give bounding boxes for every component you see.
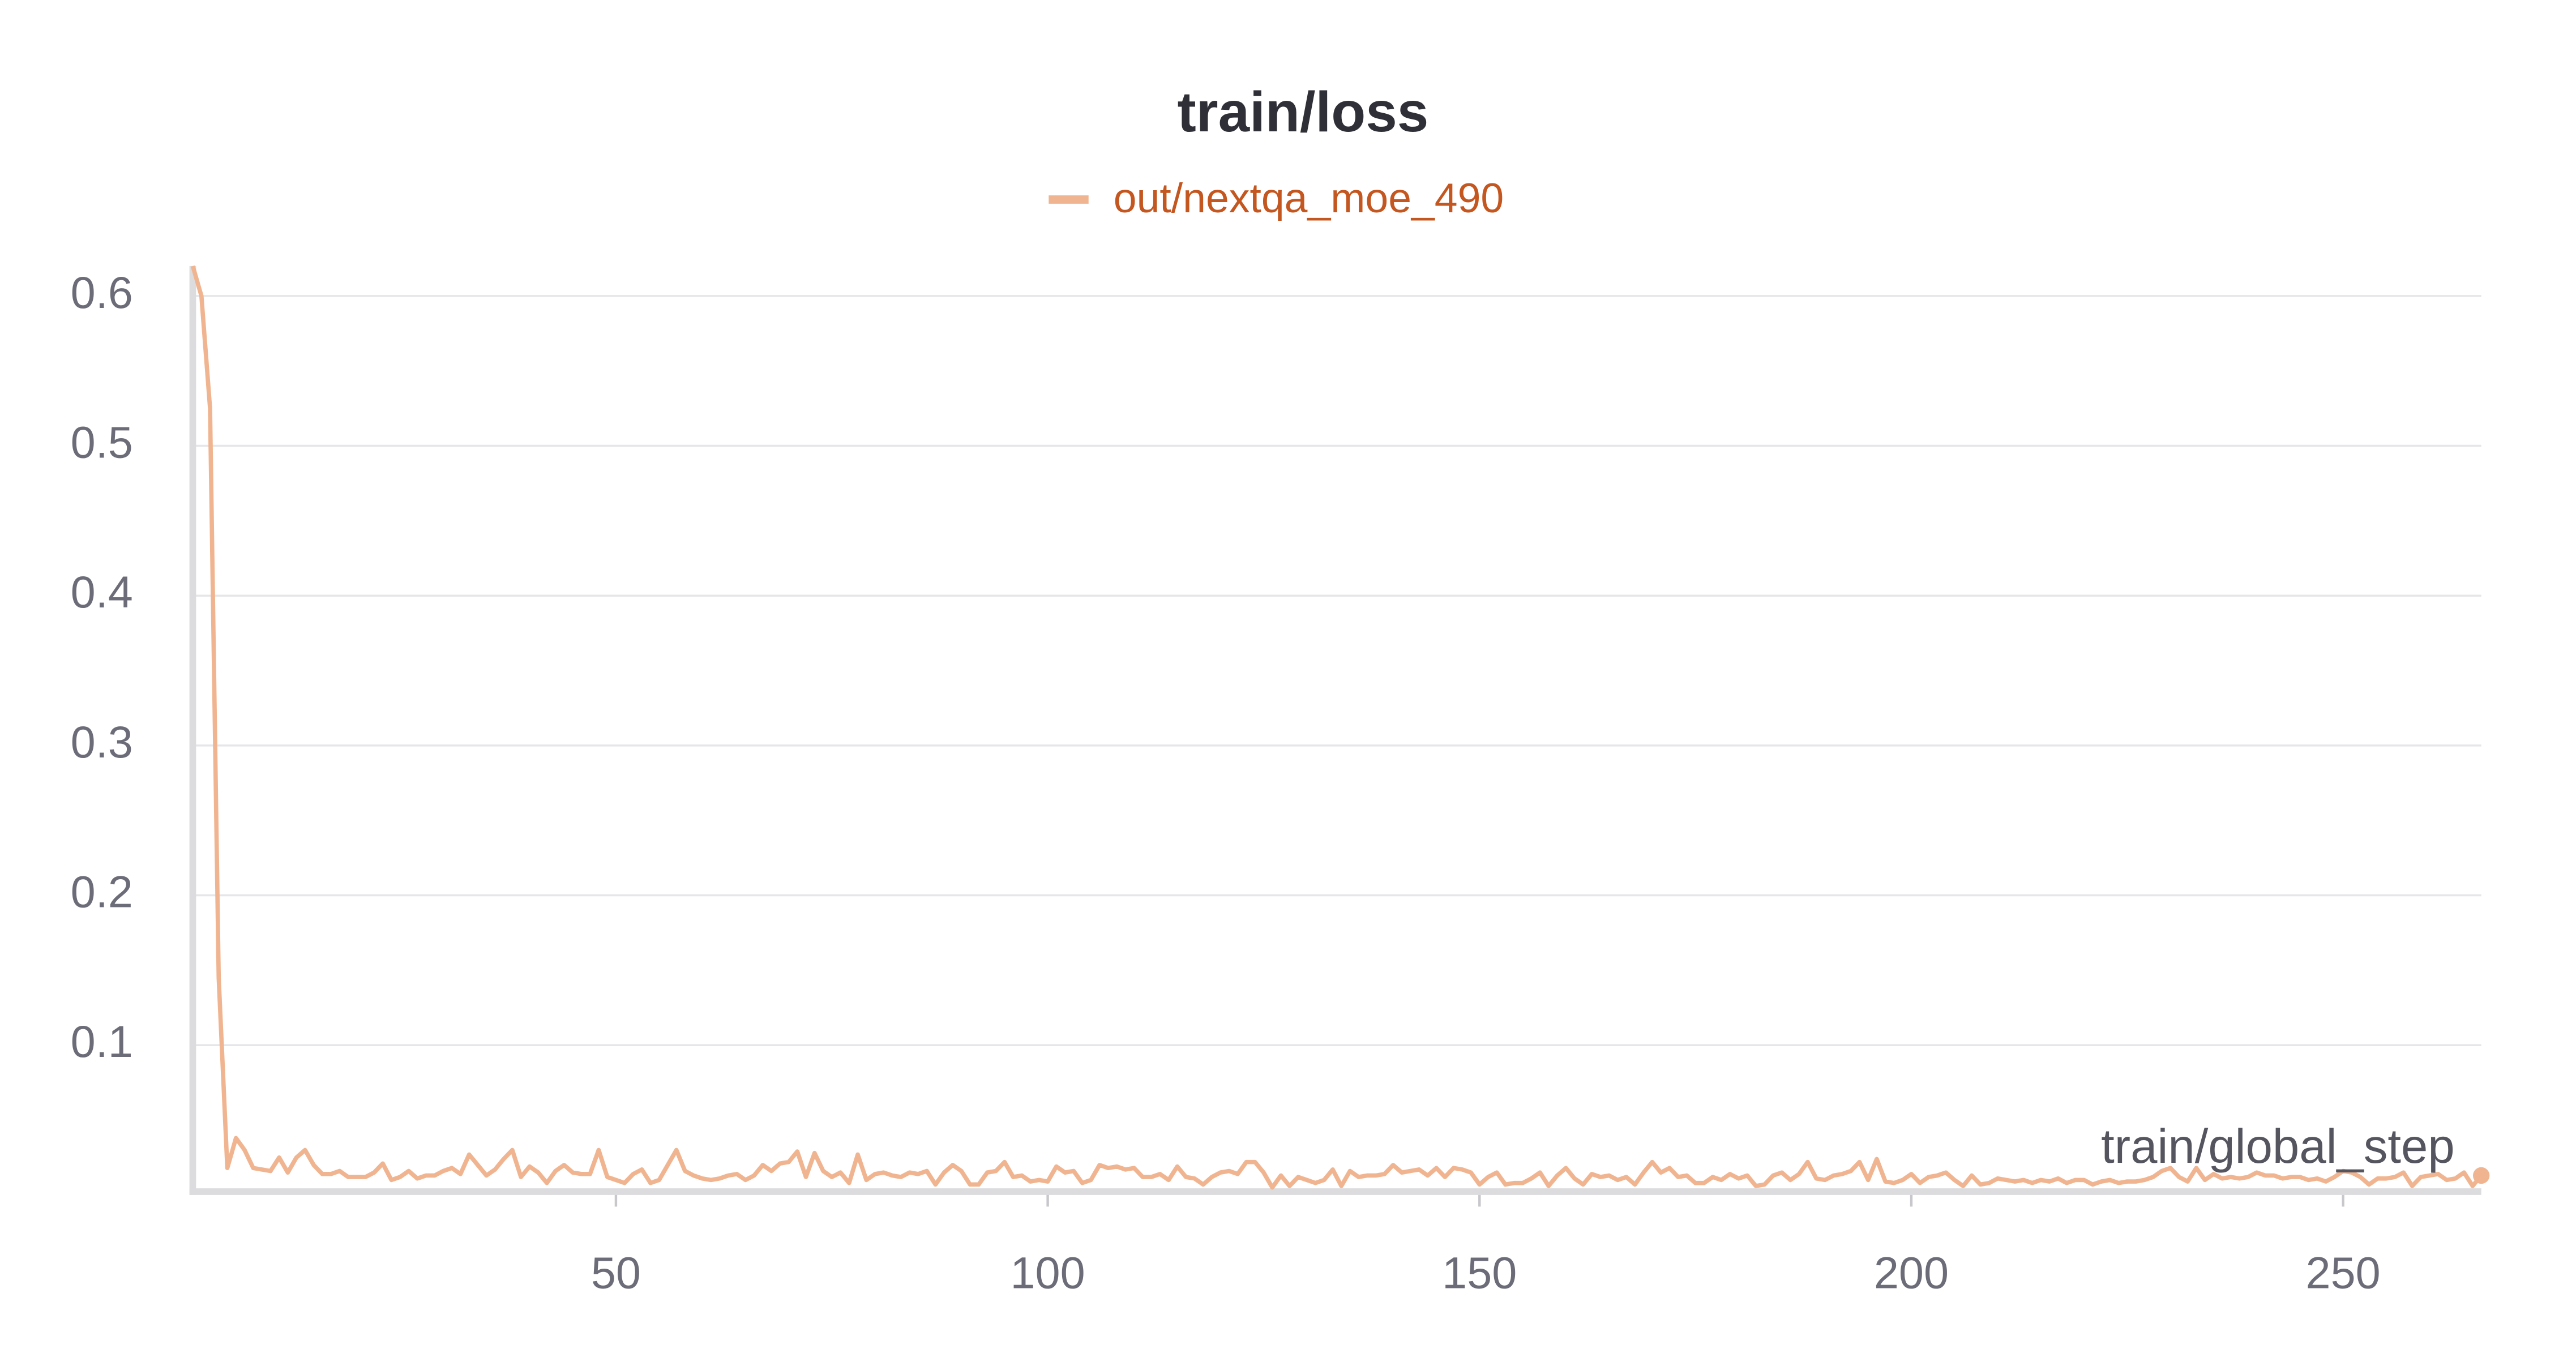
x-tick-label: 100 (1010, 1248, 1085, 1298)
end-point (2473, 1167, 2490, 1184)
y-tick-label: 0.5 (71, 417, 133, 467)
series-line (190, 265, 2483, 1190)
x-tick-label: 250 (2306, 1248, 2381, 1298)
x-tick-label: 200 (1874, 1248, 1949, 1298)
chart-title: train/loss (1178, 81, 1429, 144)
y-tick-label: 0.4 (71, 567, 133, 617)
x-axis-label: train/global_step (2101, 1120, 2455, 1174)
legend-entry: out/nextqa_moe_490 (1114, 175, 1504, 221)
y-tick-label: 0.2 (71, 866, 133, 917)
y-tick-label: 0.3 (71, 717, 133, 767)
x-tick-label: 150 (1442, 1248, 1517, 1298)
x-tick-label: 50 (591, 1248, 641, 1298)
y-tick-label: 0.1 (71, 1016, 133, 1067)
y-tick-label: 0.6 (71, 267, 133, 318)
